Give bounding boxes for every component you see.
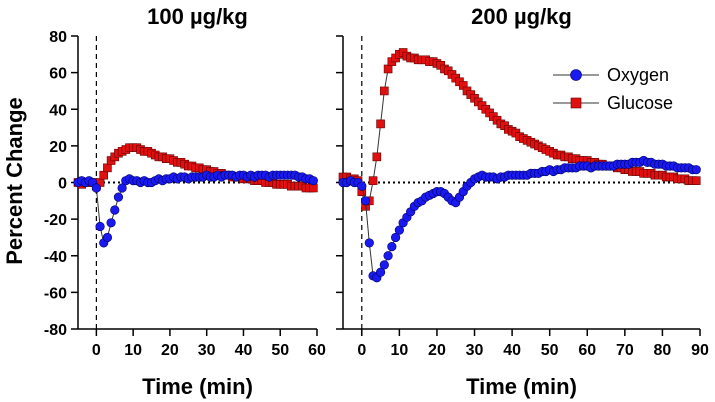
data-point-glucose (372, 152, 382, 162)
data-point-oxygen (308, 176, 318, 186)
legend-label: Oxygen (607, 65, 669, 85)
data-point-oxygen (91, 183, 101, 193)
x-tick-label: 90 (691, 342, 709, 359)
data-point-oxygen (360, 196, 371, 206)
legend: Oxygen Glucose (553, 65, 673, 113)
y-tick-label: -40 (44, 249, 67, 266)
legend-marker-circle-icon (570, 69, 582, 81)
series-glucose (338, 48, 701, 211)
data-point-oxygen (391, 232, 401, 243)
data-point-oxygen (106, 218, 116, 228)
panel-200-ug-kg: 200 µg/kg 0 10 20 30 40 50 60 70 80 90 Time (min) (336, 4, 709, 399)
data-point-glucose (380, 86, 389, 96)
data-point-glucose (383, 64, 393, 74)
x-tick-label: 30 (198, 342, 216, 359)
y-tick-label: 20 (49, 139, 67, 156)
panel-title-200: 200 µg/kg (471, 4, 572, 29)
data-point-glucose (691, 176, 701, 185)
panel-100-ug-kg: 100 µg/kg -80 -60 -40 -20 0 20 40 60 80 0 10 20 30 40 5… (44, 4, 326, 399)
y-tick-label: 80 (49, 29, 67, 46)
y-tick-label: 0 (58, 176, 67, 193)
y-tick-label: -20 (44, 212, 67, 229)
data-point-oxygen (387, 241, 397, 252)
x-tick-label: 20 (428, 342, 446, 359)
y-tick-label: -60 (44, 285, 67, 302)
x-axis-title: Time (min) (466, 374, 577, 399)
x-tick-label: 50 (541, 342, 559, 359)
x-tick-label: 70 (616, 342, 634, 359)
x-axis-title: Time (min) (142, 374, 253, 399)
data-point-oxygen (691, 165, 701, 175)
x-tick-label: 20 (161, 342, 179, 359)
data-point-oxygen (394, 225, 404, 235)
data-point-oxygen (357, 181, 367, 191)
x-tick-label: 0 (357, 342, 366, 359)
x-tick-label: 60 (308, 342, 326, 359)
x-tick-label: 0 (92, 342, 101, 359)
series-glucose (73, 143, 318, 193)
data-point-oxygen (383, 251, 393, 261)
legend-label: Glucose (607, 93, 673, 113)
y-axis-title: Percent Change (2, 97, 27, 265)
legend-item-oxygen: Oxygen (553, 65, 669, 85)
x-tick-label: 10 (390, 342, 408, 359)
data-point-glucose (368, 176, 378, 185)
x-tick-label: 10 (124, 342, 142, 359)
data-point-oxygen (375, 267, 386, 277)
x-tick-label: 40 (235, 342, 253, 359)
x-tick-label: 60 (578, 342, 596, 359)
data-point-oxygen (379, 260, 389, 270)
series-oxygen (338, 155, 701, 283)
legend-marker-square-icon (570, 97, 582, 109)
data-point-glucose (376, 119, 385, 129)
data-point-oxygen (117, 183, 127, 193)
legend-item-glucose: Glucose (553, 93, 673, 113)
panel-title-100: 100 µg/kg (147, 4, 248, 29)
y-tick-label: -80 (44, 322, 67, 339)
y-tick-label: 40 (49, 102, 67, 119)
data-point-oxygen (364, 238, 374, 248)
x-tick-label: 50 (271, 342, 289, 359)
series-oxygen (73, 170, 318, 248)
x-tick-label: 80 (654, 342, 672, 359)
x-tick-label: 30 (466, 342, 484, 359)
data-point-oxygen (95, 221, 105, 232)
data-point-oxygen (102, 232, 113, 243)
x-tick-label: 40 (503, 342, 521, 359)
data-point-glucose (103, 163, 112, 173)
data-point-oxygen (113, 192, 124, 202)
y-tick-label: 60 (49, 66, 67, 83)
data-point-glucose (99, 170, 109, 180)
data-point-oxygen (110, 205, 120, 215)
